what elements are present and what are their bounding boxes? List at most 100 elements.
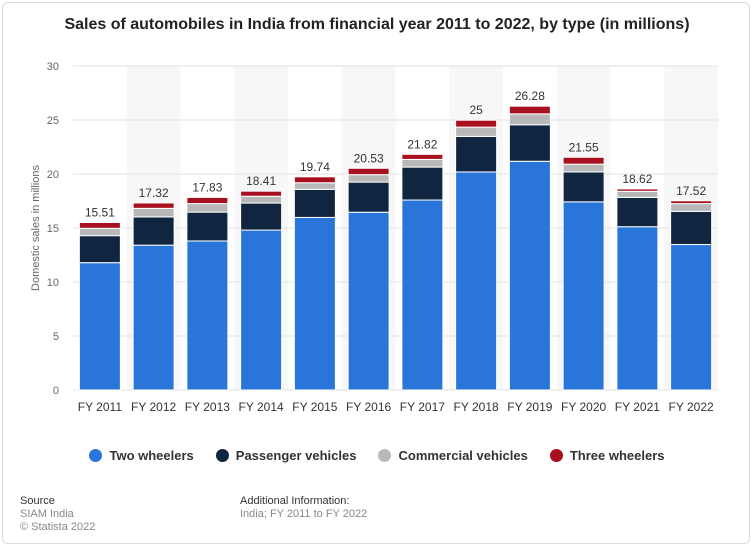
y-tick-label: 25: [47, 115, 59, 127]
total-data-label: 21.82: [407, 137, 437, 151]
legend-label: Passenger vehicles: [235, 448, 357, 463]
y-tick-label: 15: [47, 223, 59, 235]
bar-segment-commercial-vehicles: [455, 126, 498, 137]
bar-segment-passenger-vehicles: [401, 166, 444, 201]
legend-label: Two wheelers: [109, 448, 194, 463]
x-tick-label: FY 2020: [561, 400, 606, 414]
bar-segment-two-wheelers: [240, 229, 283, 391]
total-data-label: 17.32: [139, 186, 169, 200]
y-tick-label: 30: [47, 61, 59, 73]
bar-segment-commercial-vehicles: [401, 158, 444, 168]
total-data-label: 17.52: [676, 184, 706, 198]
footer-source: Source SIAM India © Statista 2022: [20, 495, 95, 534]
bar-segment-three-wheelers: [562, 156, 605, 165]
bar-segment-two-wheelers: [347, 211, 390, 391]
bar-segment-three-wheelers: [401, 153, 444, 160]
legend-swatch-three-wheelers: [549, 449, 563, 462]
bar-segment-commercial-vehicles: [508, 113, 551, 126]
x-tick-label: FY 2019: [507, 400, 552, 414]
bar-segment-two-wheelers: [616, 226, 659, 391]
x-tick-label: FY 2021: [615, 400, 660, 414]
additional-info-heading: Additional Information:: [240, 495, 350, 507]
bar-segment-three-wheelers: [240, 190, 283, 197]
x-tick-label: FY 2018: [454, 400, 499, 414]
source-heading: Source: [20, 495, 55, 507]
bar-segment-three-wheelers: [186, 196, 229, 205]
total-data-label: 15.51: [85, 205, 115, 219]
bar-segment-two-wheelers: [401, 199, 444, 391]
bar-segment-three-wheelers: [455, 119, 498, 128]
legend: Two wheelers Passenger vehicles Commerci…: [0, 448, 754, 463]
bar-segment-passenger-vehicles: [670, 210, 713, 246]
bar-segment-passenger-vehicles: [132, 216, 175, 246]
bar-segment-passenger-vehicles: [616, 196, 659, 228]
total-data-label: 21.55: [569, 140, 599, 154]
bar-segment-three-wheelers: [616, 188, 659, 192]
bar-segment-three-wheelers: [293, 176, 336, 184]
bar-segment-commercial-vehicles: [78, 227, 121, 237]
bar-segment-commercial-vehicles: [240, 195, 283, 204]
bar-segment-commercial-vehicles: [670, 203, 713, 212]
bar-segment-two-wheelers: [186, 240, 229, 391]
bar-segment-three-wheelers: [78, 221, 121, 229]
bar-segment-two-wheelers: [293, 216, 336, 391]
additional-info-text: India; FY 2011 to FY 2022: [240, 508, 368, 520]
bar-segment-commercial-vehicles: [562, 163, 605, 173]
bar-segment-two-wheelers: [78, 262, 121, 391]
total-data-label: 25: [469, 103, 483, 117]
x-tick-label: FY 2012: [131, 400, 176, 414]
bar-segment-three-wheelers: [508, 105, 551, 115]
bar-segment-commercial-vehicles: [293, 182, 336, 190]
legend-item-passenger-vehicles[interactable]: Passenger vehicles: [215, 448, 357, 463]
y-axis-title: Domestic sales in millions: [30, 165, 42, 291]
legend-swatch-commercial-vehicles: [378, 449, 392, 462]
bar-segment-passenger-vehicles: [293, 188, 336, 218]
y-tick-label: 10: [47, 277, 59, 289]
bar-segment-passenger-vehicles: [240, 202, 283, 231]
stacked-bar-chart: 0 5 10 15 20 25 30 Domestic sales in millions 15…: [30, 61, 718, 414]
total-data-label: 19.74: [300, 160, 330, 174]
y-tick-label: 20: [47, 169, 59, 181]
y-tick-label: 0: [53, 385, 59, 397]
total-data-label: 18.62: [622, 172, 652, 186]
bar-segment-two-wheelers: [670, 244, 713, 391]
x-tick-label: FY 2013: [185, 400, 230, 414]
bar-segment-passenger-vehicles: [562, 171, 605, 203]
bar-segment-commercial-vehicles: [186, 203, 229, 213]
legend-item-two-wheelers[interactable]: Two wheelers: [89, 448, 194, 463]
bar-segment-three-wheelers: [670, 200, 713, 205]
bar-segment-passenger-vehicles: [347, 181, 390, 213]
legend-label: Three wheelers: [569, 448, 665, 463]
y-tick-label: 5: [53, 331, 59, 343]
bar-segment-passenger-vehicles: [508, 124, 551, 162]
source-line[interactable]: SIAM India: [20, 508, 74, 520]
x-tick-label: FY 2022: [669, 400, 714, 414]
bar-segment-three-wheelers: [347, 167, 390, 176]
bar-segment-commercial-vehicles: [132, 207, 175, 218]
legend-label: Commercial vehicles: [398, 448, 528, 463]
legend-swatch-passenger-vehicles: [215, 449, 229, 462]
legend-item-three-wheelers[interactable]: Three wheelers: [549, 448, 665, 463]
x-tick-label: FY 2014: [239, 400, 284, 414]
x-tick-label: FY 2016: [346, 400, 391, 414]
total-data-label: 26.28: [515, 89, 545, 103]
bar-segment-commercial-vehicles: [347, 174, 390, 183]
bar-segment-commercial-vehicles: [616, 190, 659, 198]
bar-segment-two-wheelers: [508, 160, 551, 391]
chart-title: Sales of automobiles in India from finan…: [64, 16, 690, 33]
x-tick-label: FY 2011: [78, 400, 123, 414]
bar-segment-three-wheelers: [132, 202, 175, 209]
bar-segment-passenger-vehicles: [78, 235, 121, 264]
bar-segment-two-wheelers: [132, 244, 175, 391]
bar-segment-passenger-vehicles: [186, 211, 229, 242]
footer-additional-info: Additional Information: India; FY 2011 t…: [240, 495, 367, 521]
total-data-label: 17.83: [192, 180, 222, 194]
bar-segment-two-wheelers: [455, 171, 498, 391]
total-data-label: 20.53: [354, 151, 384, 165]
legend-item-commercial-vehicles[interactable]: Commercial vehicles: [378, 448, 528, 463]
legend-swatch-two-wheelers: [89, 449, 103, 462]
bar-segment-two-wheelers: [562, 201, 605, 391]
x-tick-label: FY 2015: [292, 400, 337, 414]
total-data-label: 18.41: [246, 174, 276, 188]
